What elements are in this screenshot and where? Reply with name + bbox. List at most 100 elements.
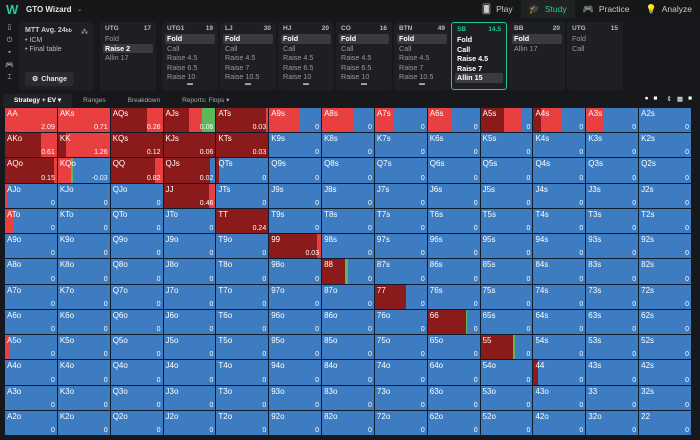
hand-cell[interactable]: J9s 0 [269, 183, 322, 208]
nav-play[interactable]: 🂠 Play [481, 3, 513, 15]
position-panel-btn[interactable]: BTN 49 Fold Call Raise 4.5 Raise 7 Raise 10.5 ▬ [394, 22, 450, 90]
bookmark-icon[interactable]: ▯ [7, 24, 12, 31]
hand-cell[interactable]: 96s 0 [427, 234, 480, 259]
action-raise-2[interactable]: Raise 2 [103, 43, 153, 53]
action-fold[interactable]: Fold [397, 34, 447, 44]
action-allin-15[interactable]: Allin 15 [455, 73, 503, 83]
action-fold[interactable]: Fold [165, 34, 215, 44]
action-call[interactable]: Call [572, 43, 585, 53]
action-raise-7[interactable]: Raise 7 [225, 62, 250, 72]
hand-cell[interactable]: 82s 0 [639, 259, 691, 284]
hand-cell[interactable]: 85s 0 [480, 259, 533, 284]
hand-cell[interactable]: K6o 0 [57, 309, 110, 335]
save-icon[interactable]: ▪ [8, 49, 11, 56]
tab-ranges[interactable]: Ranges [83, 97, 106, 104]
more-icon[interactable]: ▬ [419, 80, 425, 87]
hand-cell[interactable]: 43o 0 [533, 385, 586, 410]
hand-cell[interactable]: J5s 0 [480, 183, 533, 208]
hand-cell[interactable]: 42o 0 [533, 410, 586, 435]
hand-cell[interactable]: Q3o 0 [110, 385, 163, 410]
hand-cell[interactable]: 52s 0 [639, 335, 691, 360]
hand-cell[interactable]: J2o 0 [163, 410, 216, 435]
hand-cell[interactable]: 83o 0 [322, 385, 374, 410]
hand-cell[interactable]: 88 0 [322, 259, 374, 284]
action-raise-7[interactable]: Raise 7 [457, 63, 483, 73]
hand-cell[interactable]: A3s 0 [586, 108, 639, 133]
hand-cell[interactable]: A6s 0 [427, 108, 480, 133]
hand-cell[interactable]: 22 0 [639, 410, 691, 435]
action-allin-17[interactable]: Allin 17 [105, 53, 129, 62]
action-raise-4-5[interactable]: Raise 4.5 [341, 53, 372, 62]
action-fold[interactable]: Fold [457, 35, 473, 44]
position-panel-sb[interactable]: SB 14.5 Fold Call Raise 4.5 Raise 7 Allin 15 [451, 22, 507, 90]
hand-cell[interactable]: 74o 0 [374, 360, 427, 385]
action-raise-10-5[interactable]: Raise 10.5 [399, 72, 434, 81]
hand-cell[interactable]: 92o 0 [269, 410, 322, 435]
hand-cell[interactable]: 75o 0 [374, 335, 427, 360]
hand-cell[interactable]: JTo 0 [163, 208, 216, 234]
hand-cell[interactable]: 66 0 [427, 309, 480, 335]
hand-cell[interactable]: 72s 0 [639, 284, 691, 309]
hand-cell[interactable]: T2o 0 [216, 410, 269, 435]
hand-cell[interactable]: Q2s 0 [639, 158, 691, 183]
position-panel-utg[interactable]: UTG 17 Fold Raise 2 Allin 17 [100, 22, 156, 90]
hand-cell[interactable]: 52o 0 [480, 410, 533, 435]
hand-cell[interactable]: A8s 0 [322, 108, 374, 133]
hand-cell[interactable]: 83s 0 [586, 259, 639, 284]
hand-cell[interactable]: J3s 0 [586, 183, 639, 208]
position-panel-co[interactable]: CO 16 Fold Call Raise 4.5 Raise 6.5 Raise 10 ▬ [336, 22, 392, 90]
action-fold[interactable]: Fold [339, 34, 389, 44]
hand-cell[interactable]: T8o 0 [216, 259, 269, 284]
hand-cell[interactable]: 43s 0 [586, 360, 639, 385]
position-panel-utg[interactable]: UTG 15 Fold Call [567, 22, 623, 90]
position-panel-bb[interactable]: BB 20 Fold Allin 17 [509, 22, 565, 90]
hand-cell[interactable]: T5s 0 [480, 208, 533, 234]
hand-cell[interactable]: A3o 0 [5, 385, 57, 410]
hand-cell[interactable]: 63s 0 [586, 309, 639, 335]
hand-cell[interactable]: K2o 0 [57, 410, 110, 435]
square-fill-icon[interactable]: ■ [688, 95, 692, 102]
hand-cell[interactable]: AQo 0.15 [5, 158, 57, 183]
hand-cell[interactable]: K8s 0 [322, 133, 374, 158]
hand-cell[interactable]: 62o 0 [427, 410, 480, 435]
hand-cell[interactable]: T6s 0 [427, 208, 480, 234]
hand-cell[interactable]: Q2o 0 [110, 410, 163, 435]
change-button[interactable]: ⚙ Change [25, 72, 74, 86]
hand-cell[interactable]: A4o 0 [5, 360, 57, 385]
hand-cell[interactable]: ATo 0 [5, 208, 57, 234]
hand-cell[interactable]: Q4s 0 [533, 158, 586, 183]
hand-cell[interactable]: T9o 0 [216, 234, 269, 259]
hand-cell[interactable]: J4s 0 [533, 183, 586, 208]
action-call[interactable]: Call [341, 43, 354, 53]
hand-cell[interactable]: 84s 0 [533, 259, 586, 284]
hand-cell[interactable]: A9o 0 [5, 234, 57, 259]
action-call[interactable]: Call [167, 43, 180, 53]
action-allin-17[interactable]: Allin 17 [514, 43, 538, 53]
action-raise-4-5[interactable]: Raise 4.5 [283, 53, 314, 62]
circle-icon[interactable]: ● [644, 95, 649, 102]
gamepad-icon[interactable]: 🎮 [5, 61, 14, 69]
action-raise-10-5[interactable]: Raise 10.5 [225, 72, 260, 81]
action-fold[interactable]: Fold [512, 34, 562, 44]
hand-cell[interactable]: 73o 0 [374, 385, 427, 410]
nav-practice[interactable]: 🎮 Practice [582, 3, 630, 15]
square-icon[interactable]: ■ [653, 95, 658, 102]
grid-icon[interactable]: ▦ [676, 96, 684, 103]
hand-cell[interactable]: A7o 0 [5, 284, 57, 309]
hand-cell[interactable]: AJo 0 [5, 183, 57, 208]
action-fold[interactable]: Fold [105, 34, 119, 43]
hand-cell[interactable]: AA 2.09 [5, 108, 57, 133]
action-raise-4-5[interactable]: Raise 4.5 [399, 53, 430, 62]
action-raise-4-5[interactable]: Raise 4.5 [167, 53, 198, 62]
hand-cell[interactable]: K3s 0 [586, 133, 639, 158]
hand-cell[interactable]: T5o 0 [216, 335, 269, 360]
text-cursor-icon[interactable]: ⌶ [7, 74, 12, 81]
more-icon[interactable]: ▬ [187, 80, 193, 87]
hand-cell[interactable]: A8o 0 [5, 259, 57, 284]
action-call[interactable]: Call [457, 44, 471, 54]
hand-cell[interactable]: A7s 0 [374, 108, 427, 133]
hand-cell[interactable]: 75s 0 [480, 284, 533, 309]
more-icon[interactable]: ▬ [303, 80, 309, 87]
hand-cell[interactable]: T3o 0 [216, 385, 269, 410]
hand-cell[interactable]: AQs 0.26 [110, 108, 163, 133]
